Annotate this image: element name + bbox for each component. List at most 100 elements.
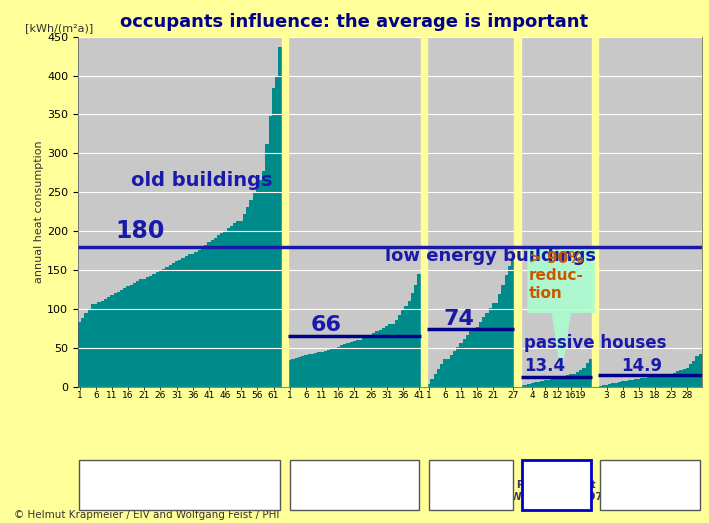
Bar <box>469 331 472 387</box>
Text: [kWh/(m²a)]: [kWh/(m²a)] <box>25 23 93 33</box>
Bar <box>592 37 598 387</box>
Bar <box>450 355 453 387</box>
Bar <box>453 351 456 387</box>
Bar <box>178 259 182 387</box>
Text: 63 row houses
in Heidelberg (Bj. 1962): 63 row houses in Heidelberg (Bj. 1962) <box>113 474 246 496</box>
Bar <box>111 295 113 387</box>
Bar <box>505 275 508 387</box>
Bar <box>346 343 350 387</box>
Bar <box>175 262 178 387</box>
Bar <box>382 328 385 387</box>
Bar <box>294 358 298 387</box>
Bar <box>223 231 227 387</box>
Bar <box>113 293 117 387</box>
Bar <box>698 354 702 387</box>
Bar <box>78 322 82 387</box>
Bar <box>418 274 420 387</box>
Text: 22 houses,
PH settlement
Wiesbaden 1997: 22 houses, PH settlement Wiesbaden 1997 <box>510 469 602 502</box>
Bar <box>301 356 304 387</box>
Bar <box>201 247 204 387</box>
Bar <box>657 376 660 387</box>
Bar <box>340 345 343 387</box>
Bar <box>627 380 631 387</box>
Bar <box>130 285 133 387</box>
Bar <box>618 382 621 387</box>
Bar <box>602 385 605 387</box>
Text: > 90%
reduc-
tion: > 90% reduc- tion <box>529 251 584 301</box>
Polygon shape <box>527 247 596 376</box>
Bar <box>188 254 191 387</box>
Bar <box>447 359 450 387</box>
Bar <box>246 207 250 387</box>
Bar <box>654 376 657 387</box>
Bar <box>563 376 566 387</box>
Bar <box>281 37 288 387</box>
Bar <box>679 370 683 387</box>
Bar <box>557 378 559 387</box>
Bar <box>440 364 443 387</box>
Bar <box>182 258 184 387</box>
Bar <box>359 340 362 387</box>
Bar <box>521 385 524 387</box>
Bar <box>333 348 337 387</box>
Bar <box>579 370 582 387</box>
Bar <box>337 347 340 387</box>
Bar <box>372 333 375 387</box>
Bar <box>191 254 194 387</box>
Bar <box>576 372 579 387</box>
Bar <box>143 279 146 387</box>
Bar <box>211 240 214 387</box>
Bar <box>644 378 647 387</box>
Bar <box>608 384 611 387</box>
Bar <box>250 200 252 387</box>
Bar <box>534 382 537 387</box>
Bar <box>427 384 430 387</box>
Bar <box>524 384 527 387</box>
Bar <box>133 283 136 387</box>
Bar <box>233 223 236 387</box>
Bar <box>559 377 563 387</box>
Bar <box>375 332 379 387</box>
Bar <box>515 37 521 387</box>
Bar <box>120 290 123 387</box>
Bar <box>123 288 126 387</box>
Bar <box>269 116 272 387</box>
Bar <box>666 374 669 387</box>
Bar <box>353 341 356 387</box>
Bar <box>350 342 353 387</box>
Bar <box>207 243 211 387</box>
Bar <box>625 381 627 387</box>
Text: occupants influence: the average is important: occupants influence: the average is impo… <box>121 13 588 31</box>
Bar <box>489 308 492 387</box>
Bar <box>456 347 459 387</box>
Bar <box>479 322 482 387</box>
Bar <box>434 374 437 387</box>
Bar <box>82 318 84 387</box>
Text: 41 low energy houses
Niedernhausen 1991: 41 low energy houses Niedernhausen 1991 <box>294 474 414 496</box>
Bar <box>634 380 637 387</box>
Bar <box>414 286 418 387</box>
Bar <box>430 379 434 387</box>
Bar <box>324 351 327 387</box>
Bar <box>631 380 634 387</box>
Bar <box>686 368 689 387</box>
Text: passive houses: passive houses <box>524 334 666 352</box>
Bar <box>696 356 698 387</box>
Text: 180: 180 <box>115 219 164 243</box>
Bar <box>405 306 408 387</box>
Bar <box>395 320 398 387</box>
Bar <box>227 228 230 387</box>
Bar <box>220 233 223 387</box>
Bar <box>366 337 369 387</box>
Bar <box>330 349 333 387</box>
Text: old buildings: old buildings <box>131 171 273 190</box>
Bar <box>537 382 540 387</box>
Bar <box>569 374 573 387</box>
Bar <box>184 256 188 387</box>
Bar <box>676 371 679 387</box>
Bar <box>573 374 576 387</box>
Bar <box>466 335 469 387</box>
Bar <box>279 47 281 387</box>
Bar <box>252 194 256 387</box>
Bar <box>530 383 534 387</box>
